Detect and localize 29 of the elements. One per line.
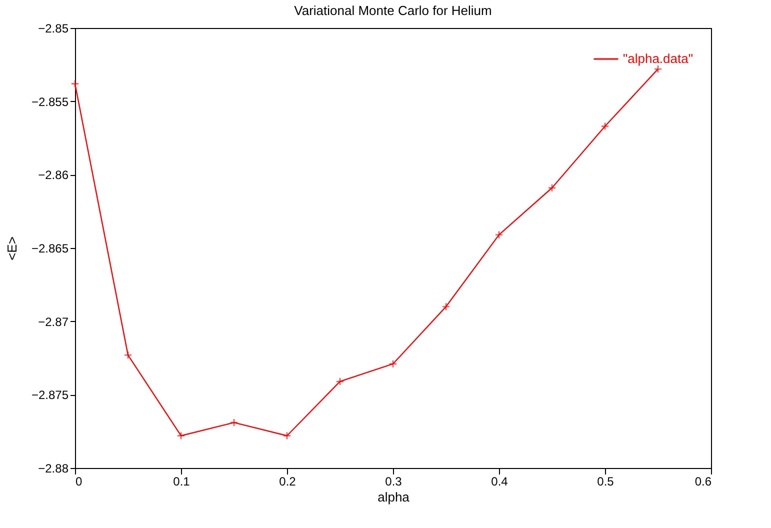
x-tick-label: 0.6 bbox=[694, 474, 712, 488]
x-tick-label: 0.2 bbox=[279, 474, 296, 488]
chart-title: Variational Monte Carlo for Helium bbox=[294, 3, 492, 18]
point bbox=[230, 418, 238, 427]
y-tick-label: −2.87 bbox=[38, 314, 69, 329]
point bbox=[70, 80, 80, 88]
point bbox=[282, 432, 292, 440]
x-tick-label: 0.5 bbox=[597, 474, 614, 488]
point bbox=[442, 302, 450, 311]
y-tick-label: −2.88 bbox=[38, 462, 69, 476]
x-axis-title: alpha bbox=[378, 490, 410, 504]
y-tick-label: −2.86 bbox=[38, 168, 69, 182]
y-tick-label: −2.865 bbox=[31, 242, 69, 256]
y-axis-title: <E> bbox=[4, 236, 20, 260]
y-tick-label: −2.85 bbox=[38, 22, 69, 36]
x-tick-label: 0.1 bbox=[173, 474, 190, 488]
point bbox=[600, 122, 610, 130]
point bbox=[548, 184, 556, 192]
point bbox=[124, 350, 132, 360]
point bbox=[336, 377, 344, 386]
point bbox=[494, 230, 504, 239]
y-tick-label: −2.855 bbox=[31, 94, 69, 109]
x-tick-label: 0 bbox=[76, 474, 82, 488]
x-tick-label: 0.4 bbox=[491, 474, 508, 488]
y-tick-label: −2.875 bbox=[31, 388, 69, 402]
legend-label: "alpha.data" bbox=[623, 51, 694, 66]
point bbox=[388, 360, 398, 368]
point bbox=[176, 432, 186, 440]
x-tick-label: 0.3 bbox=[385, 474, 402, 488]
